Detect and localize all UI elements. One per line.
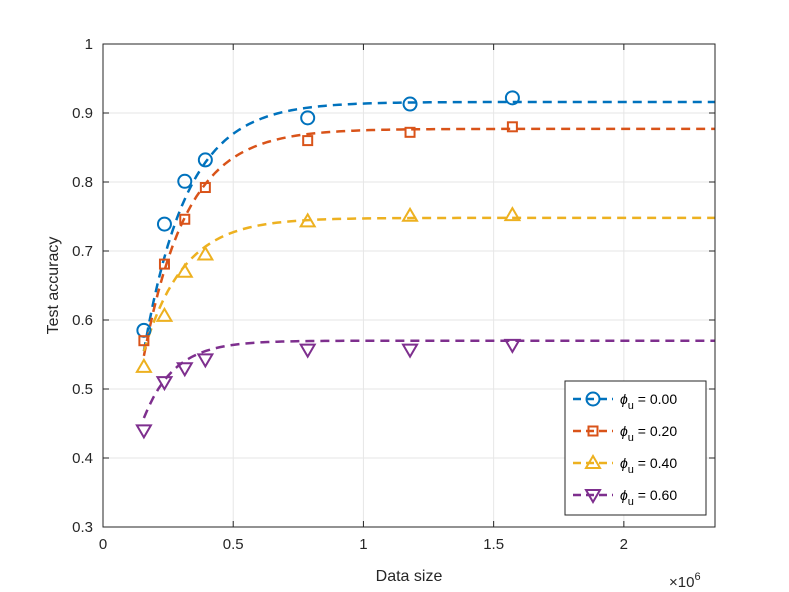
legend-label-subscript: u — [628, 432, 634, 444]
data-point-series-0 — [177, 173, 193, 189]
legend-label-symbol: ϕ — [620, 391, 628, 407]
axes-box — [102, 43, 716, 528]
legend-entry: ϕu = 0.00 — [573, 391, 677, 412]
data-point-series-1 — [199, 182, 211, 194]
y-tick-label: 0.4 — [72, 450, 93, 467]
data-point-series-2 — [155, 306, 174, 322]
y-tick-label: 0.7 — [72, 243, 93, 260]
data-point-series-2 — [298, 212, 317, 228]
x-axis-multiplier-base: ×10 — [669, 574, 694, 591]
data-point-series-0 — [402, 96, 418, 112]
data-markers — [135, 90, 522, 440]
data-point-series-3 — [298, 343, 317, 359]
x-axis-multiplier-exponent: 6 — [694, 571, 700, 583]
x-tick-label: 1.5 — [483, 536, 504, 553]
y-tick-label: 1 — [85, 36, 93, 53]
data-point-series-3 — [196, 353, 215, 369]
x-axis-multiplier: ×106 — [669, 571, 701, 591]
data-point-series-0 — [197, 152, 213, 168]
legend-marker — [585, 391, 601, 407]
legend-entry: ϕu = 0.60 — [573, 487, 677, 508]
legend-label-symbol: ϕ — [620, 487, 628, 503]
data-point-series-3 — [401, 343, 419, 359]
y-tick-label: 0.8 — [72, 174, 93, 191]
ticks: 0 0.5 1 1.5 2 0.3 0.4 0.5 0.6 0.7 0.8 0.9 1 — [72, 36, 715, 553]
y-tick-label: 0.5 — [72, 381, 93, 398]
data-point-series-2 — [176, 262, 194, 278]
fit-line-series-0 — [142, 100, 715, 352]
legend-label-subscript: u — [628, 400, 634, 412]
data-point-series-3 — [155, 376, 174, 392]
legend-label: ϕu = 0.60 — [620, 487, 677, 508]
x-tick-label: 2 — [620, 536, 628, 553]
data-point-series-0 — [300, 110, 316, 126]
data-point-series-1 — [158, 258, 170, 270]
legend-label-value: = 0.00 — [634, 391, 677, 407]
data-point-series-0 — [156, 216, 172, 232]
y-tick-label: 0.6 — [72, 312, 93, 329]
data-point-series-3 — [135, 424, 153, 440]
data-point-series-1 — [179, 213, 191, 225]
legend-label-value: = 0.60 — [634, 487, 677, 503]
y-tick-label: 0.3 — [72, 519, 93, 536]
x-tick-label: 1 — [359, 536, 367, 553]
legend-entry: ϕu = 0.40 — [573, 454, 677, 476]
legend-label-value: = 0.20 — [634, 423, 677, 439]
legend-marker — [587, 425, 599, 437]
legend-label-subscript: u — [628, 496, 634, 508]
legend-entry: ϕu = 0.20 — [573, 423, 677, 444]
data-point-series-1 — [138, 335, 150, 347]
legend-label: ϕu = 0.20 — [620, 423, 677, 444]
data-point-series-3 — [176, 362, 194, 378]
data-point-series-3 — [503, 338, 522, 354]
data-point-series-1 — [506, 121, 518, 133]
data-point-series-2 — [503, 206, 522, 222]
fit-lines — [142, 100, 715, 419]
legend-label-value: = 0.40 — [634, 455, 677, 471]
data-point-series-1 — [302, 135, 314, 147]
legend-marker — [584, 454, 602, 469]
legend-label: ϕu = 0.00 — [620, 391, 677, 412]
legend-label: ϕu = 0.40 — [620, 455, 677, 476]
legend-label-subscript: u — [628, 464, 634, 476]
data-point-series-0 — [504, 90, 520, 106]
data-point-series-1 — [404, 126, 416, 138]
fit-line-series-1 — [142, 127, 715, 357]
x-tick-label: 0 — [99, 536, 107, 553]
legend-label-symbol: ϕ — [620, 423, 628, 439]
legend-label-symbol: ϕ — [620, 455, 628, 471]
y-axis-label: Test accuracy — [45, 237, 62, 335]
fit-line-series-3 — [142, 339, 715, 419]
data-point-series-2 — [135, 357, 153, 373]
data-point-series-2 — [196, 245, 215, 261]
data-point-series-2 — [401, 206, 419, 222]
fit-line-series-2 — [142, 216, 715, 352]
legend-marker — [584, 489, 602, 504]
x-axis-label: Data size — [376, 568, 443, 585]
x-tick-label: 0.5 — [223, 536, 244, 553]
y-tick-label: 0.9 — [72, 105, 93, 122]
